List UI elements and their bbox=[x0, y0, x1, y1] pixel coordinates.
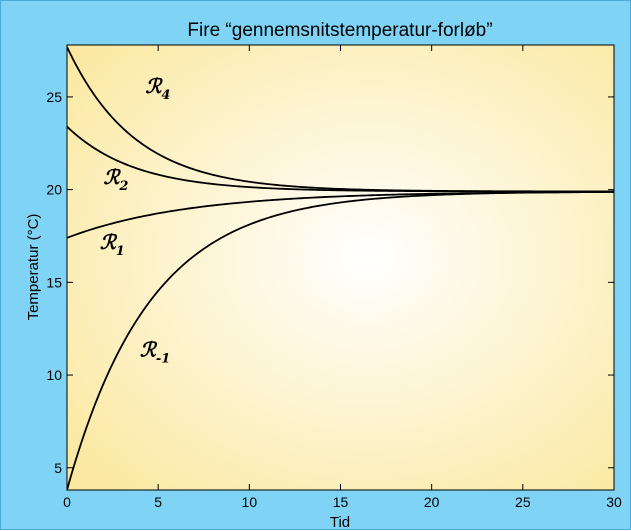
x-tick-label: 20 bbox=[424, 494, 440, 510]
y-axis-title: Temperatur (°C) bbox=[25, 214, 42, 321]
x-axis-title: Tid bbox=[330, 514, 350, 531]
x-tick-label: 30 bbox=[606, 494, 622, 510]
series-line-R-1 bbox=[67, 190, 614, 490]
x-tick-label: 0 bbox=[63, 494, 71, 510]
y-axis: 5 10 15 20 25 bbox=[46, 89, 614, 476]
y-tick-label: 10 bbox=[46, 367, 62, 383]
x-axis: 0 5 10 15 20 25 30 bbox=[63, 45, 622, 510]
chart-title: Fire “gennemsnitstemperatur-forløb” bbox=[187, 20, 492, 41]
x-tick-label: 15 bbox=[333, 494, 349, 510]
y-tick-label: 15 bbox=[46, 274, 62, 290]
y-tick-label: 20 bbox=[46, 182, 62, 198]
series-group bbox=[67, 46, 614, 490]
y-tick-label: 5 bbox=[54, 460, 62, 476]
x-tick-label: 10 bbox=[242, 494, 258, 510]
x-tick-label: 25 bbox=[515, 494, 531, 510]
x-tick-label: 5 bbox=[154, 494, 162, 510]
plot-area bbox=[67, 45, 614, 490]
series-line-R2 bbox=[67, 125, 614, 193]
y-tick-label: 25 bbox=[46, 89, 62, 105]
